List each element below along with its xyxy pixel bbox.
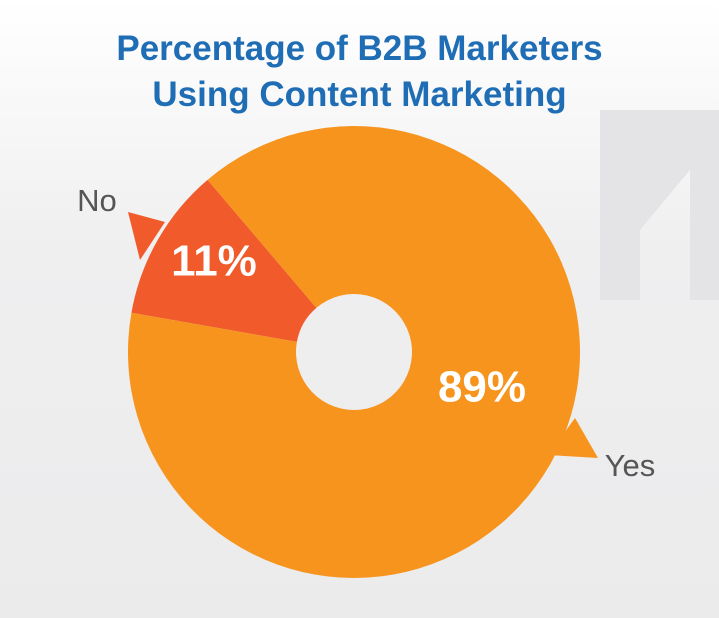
chart-title: Percentage of B2B Marketers Using Conten… [116,29,603,114]
background-logo [600,110,719,300]
slice [127,125,580,578]
callout-tail [548,418,598,458]
category-label: Yes [605,448,656,483]
value-label: 11% [171,237,257,286]
category-label: No [77,183,117,218]
slice [131,179,317,342]
value-label: 89% [438,363,526,412]
callout-tail [128,212,165,260]
